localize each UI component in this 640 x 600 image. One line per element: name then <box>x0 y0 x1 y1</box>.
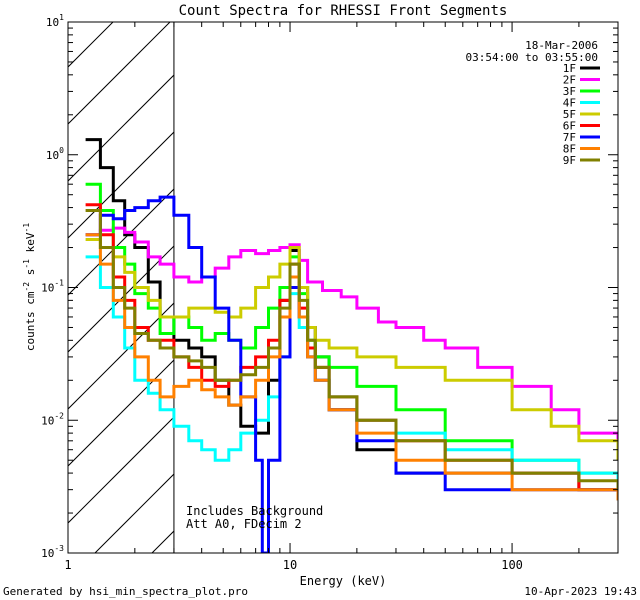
y-tick-base: 10 <box>41 414 54 427</box>
y-tick-label: 10-1 <box>41 279 64 295</box>
hatch-line <box>68 131 174 239</box>
legend-label-4F: 4F <box>563 97 576 110</box>
y-tick-label: 100 <box>46 146 64 162</box>
chart-title: Count Spectra for RHESSI Front Segments <box>179 3 508 19</box>
hatch-line <box>380 0 640 553</box>
y-tick-base: 10 <box>41 547 54 560</box>
annotation-background: Includes Background <box>186 504 323 518</box>
y-tick-base: 10 <box>46 149 59 162</box>
series-group <box>85 138 618 553</box>
x-tick-label: 1 <box>64 558 71 572</box>
x-axis-label: Energy (keV) <box>300 574 387 588</box>
legend-label-8F: 8F <box>563 143 576 156</box>
x-axis: 1 10 100 <box>64 22 619 572</box>
y-tick-exponent: 0 <box>59 146 64 155</box>
legend-label-2F: 2F <box>563 74 576 87</box>
annotation-attenuator: Att A0, FDecim 2 <box>186 517 302 531</box>
header-date: 18-Mar-2006 <box>525 39 598 52</box>
x-tick-label: 10 <box>283 558 297 572</box>
y-tick-exponent: 1 <box>59 13 64 22</box>
hatch-line <box>437 0 640 553</box>
legend-label-9F: 9F <box>563 154 576 167</box>
legend-label-6F: 6F <box>563 120 576 133</box>
y-tick-base: 10 <box>46 16 59 29</box>
hatch-line <box>323 0 640 553</box>
y-tick-label: 10-2 <box>41 411 64 427</box>
hatch-line <box>0 0 85 553</box>
hatched-region <box>0 0 640 553</box>
x-tick-label: 100 <box>501 558 523 572</box>
series-line-1F <box>85 138 618 501</box>
hatch-line <box>68 74 174 182</box>
y-label-exp-2: -1 <box>22 259 31 269</box>
footer-timestamp: 10-Apr-2023 19:43 <box>524 585 637 598</box>
legend-label-3F: 3F <box>563 85 576 98</box>
hatch-line <box>68 188 174 296</box>
y-label-part-2: s <box>24 269 37 282</box>
y-tick-label: 101 <box>46 13 64 29</box>
series-line-3F <box>85 182 618 481</box>
series-line-7F <box>85 195 618 553</box>
series-line-2F <box>85 226 618 450</box>
hatch-line <box>68 22 171 125</box>
hatch-line <box>608 0 640 553</box>
legend-label-7F: 7F <box>563 131 576 144</box>
series-line-9F <box>85 209 618 490</box>
y-tick-base: 10 <box>41 282 54 295</box>
footer-generated-by: Generated by hsi_min_spectra_plot.pro <box>3 585 248 598</box>
y-label-exp-3: -1 <box>22 223 31 233</box>
y-tick-exponent: -2 <box>54 411 64 420</box>
series-line-5F <box>85 238 618 461</box>
series-line-4F <box>85 255 618 490</box>
hatch-line <box>266 0 640 553</box>
y-tick-exponent: -3 <box>54 544 64 553</box>
header-time-range: 03:54:00 to 03:55:00 <box>466 51 598 64</box>
y-tick-label: 10-3 <box>41 544 64 560</box>
hatch-lines <box>0 0 640 553</box>
y-label-part-1: counts cm <box>24 291 37 351</box>
legend-label-5F: 5F <box>563 108 576 121</box>
y-label-exp-1: -2 <box>22 282 31 292</box>
legend-label-1F: 1F <box>563 62 576 75</box>
y-label-part-3: keV <box>24 232 37 259</box>
hatch-line <box>68 302 174 410</box>
y-axis-label: counts cm-2 s-1 keV-1 <box>22 223 37 351</box>
series-line-8F <box>85 233 618 501</box>
hatch-line <box>68 416 174 524</box>
hatch-line <box>68 359 174 467</box>
y-tick-exponent: -1 <box>54 279 64 288</box>
